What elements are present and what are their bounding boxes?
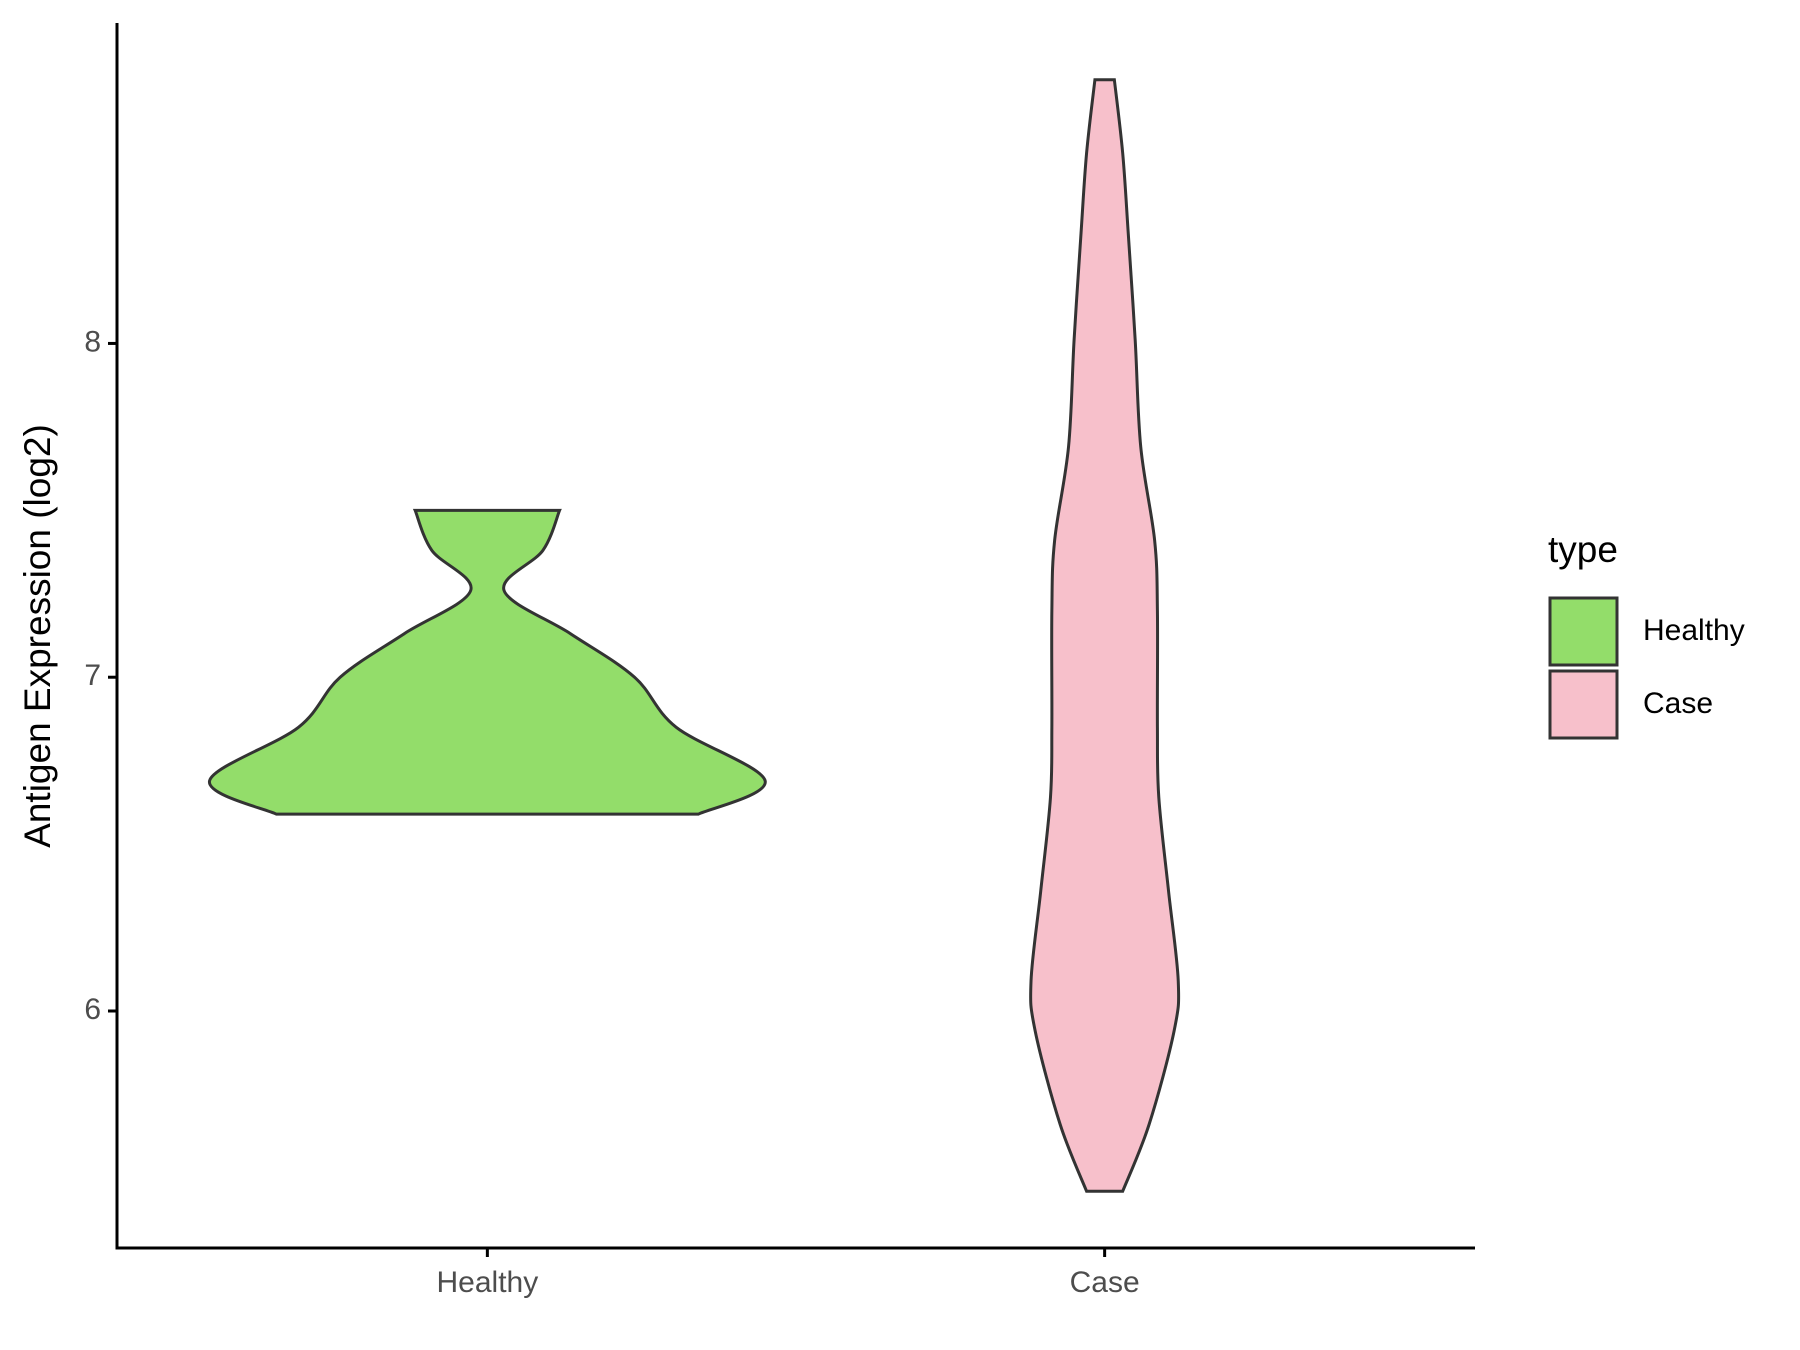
legend-label: Case	[1643, 687, 1713, 720]
violin	[208, 508, 767, 816]
y-axis-title: Antigen Expression (log2)	[17, 424, 58, 848]
y-tick-label: 8	[84, 325, 101, 358]
legend-key	[1548, 669, 1619, 740]
legend-key	[1548, 596, 1619, 667]
x-tick-label: Case	[1070, 1266, 1140, 1299]
y-tick-label: 6	[84, 993, 101, 1026]
legend-label: Healthy	[1643, 614, 1745, 647]
violin	[1029, 78, 1181, 1193]
legend-title: type	[1548, 529, 1618, 570]
y-tick-label: 7	[84, 659, 101, 692]
x-tick-label: Healthy	[437, 1266, 539, 1299]
